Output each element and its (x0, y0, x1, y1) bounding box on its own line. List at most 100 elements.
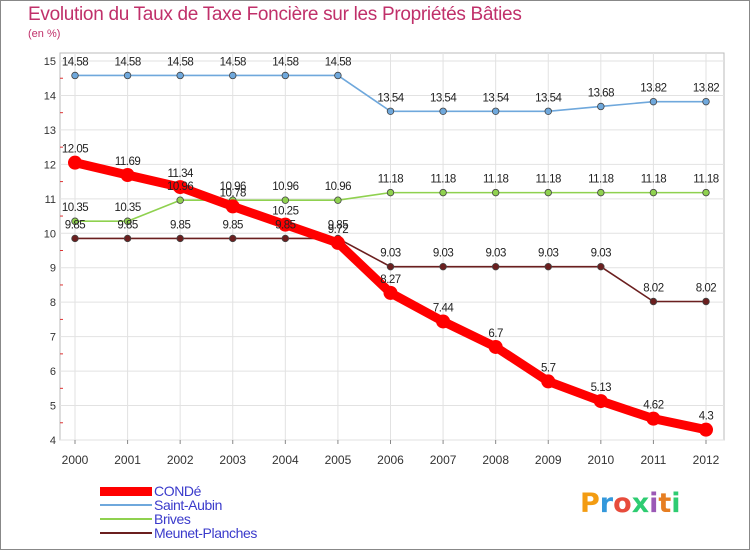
data-point (176, 234, 184, 243)
chart-title: Evolution du Taux de Taxe Foncière sur l… (28, 4, 522, 25)
data-label: 4.62 (643, 400, 663, 412)
logo-letter: r (599, 488, 614, 519)
data-label: 9.85 (65, 219, 85, 231)
legend-item: Brives (100, 511, 257, 527)
data-label: 11.18 (641, 174, 667, 186)
y-tick-label: 9 (50, 263, 56, 275)
data-label: 8.02 (696, 282, 716, 294)
data-label: 10.96 (167, 181, 193, 193)
data-point (386, 188, 395, 197)
data-label: 8.02 (643, 282, 663, 294)
data-label: 13.82 (693, 83, 719, 95)
data-label: 7.44 (433, 302, 454, 314)
data-label: 12.05 (62, 144, 88, 156)
data-point (649, 97, 658, 106)
data-point (544, 188, 552, 197)
x-tick-label: 2005 (325, 453, 352, 467)
data-point (439, 107, 447, 116)
y-tick-label: 14 (44, 90, 56, 102)
data-point (225, 199, 240, 214)
data-label: 11.69 (115, 156, 141, 168)
data-point (120, 168, 135, 183)
data-point (281, 234, 290, 243)
data-label: 8.27 (380, 274, 400, 286)
data-label: 11.18 (536, 174, 562, 186)
data-label: 13.54 (377, 92, 404, 104)
x-tick-label: 2009 (535, 453, 562, 467)
data-point (491, 107, 500, 116)
x-tick-label: 2002 (167, 453, 194, 467)
data-point (71, 71, 79, 80)
data-label: 14.58 (114, 56, 140, 68)
data-point (597, 262, 605, 271)
data-point (646, 411, 661, 426)
legend-label: Saint-Aubin (154, 497, 222, 513)
data-label: 9.03 (591, 248, 611, 260)
data-label: 14.58 (272, 56, 298, 68)
data-point (281, 196, 290, 204)
data-point (597, 188, 605, 197)
data-label: 10.96 (272, 181, 298, 193)
x-tick-label: 2006 (377, 453, 404, 467)
logo-letter: t (658, 488, 672, 519)
data-label: 9.03 (380, 248, 400, 260)
data-label: 11.18 (483, 174, 509, 186)
data-point (334, 196, 342, 204)
logo-letter: i (649, 488, 659, 519)
proxiti-logo: Proxiti (580, 488, 681, 519)
data-label: 14.58 (220, 56, 246, 68)
data-label: 14.58 (167, 56, 193, 68)
data-label: 10.35 (114, 202, 140, 214)
data-label: 5.7 (541, 362, 556, 374)
data-label: 10.25 (272, 206, 298, 218)
x-tick-label: 2001 (114, 453, 141, 467)
x-tick-label: 2000 (62, 453, 89, 467)
data-point (541, 374, 556, 389)
y-tick-label: 8 (50, 297, 56, 309)
legend-swatch (100, 518, 152, 520)
data-point (334, 71, 342, 80)
y-tick-label: 11 (45, 194, 56, 206)
data-label: 9.03 (485, 248, 505, 260)
data-point (436, 314, 451, 329)
y-tick-label: 4 (50, 435, 56, 447)
x-tick-label: 2004 (272, 453, 299, 467)
logo-letter: i (671, 488, 681, 519)
data-point (330, 235, 345, 250)
x-tick-label: 2007 (430, 453, 457, 467)
y-tick-label: 7 (50, 332, 56, 344)
data-point (544, 262, 552, 271)
data-label: 13.54 (430, 92, 457, 104)
data-point (491, 188, 500, 197)
data-label: 9.85 (117, 219, 137, 231)
data-point (123, 217, 132, 225)
data-point (68, 155, 82, 170)
data-label: 9.85 (328, 219, 348, 231)
logo-letter: P (580, 488, 600, 519)
x-tick-label: 2008 (482, 453, 509, 467)
data-point (386, 107, 395, 116)
y-tick-label: 13 (44, 125, 56, 137)
y-tick-label: 12 (44, 159, 56, 171)
data-point (229, 71, 237, 80)
y-tick-label: 6 (50, 366, 56, 378)
data-point (649, 188, 658, 197)
data-point (649, 297, 658, 306)
data-point (491, 262, 500, 271)
data-label: 9.85 (275, 219, 295, 231)
data-label: 11.18 (430, 174, 456, 186)
data-point (278, 217, 293, 232)
data-label: 4.3 (699, 411, 714, 423)
data-label: 10.35 (62, 202, 88, 214)
data-point (702, 188, 710, 197)
data-point (123, 234, 132, 243)
logo-letter: x (631, 488, 650, 519)
x-tick-label: 2010 (587, 453, 614, 467)
data-point (173, 180, 188, 195)
data-label: 9.72 (328, 224, 348, 236)
data-point (281, 71, 290, 80)
legend: CONDé Saint-Aubin Brives Meunet-Planches (100, 483, 257, 541)
y-tick-label: 15 (44, 56, 56, 68)
data-label: 9.03 (433, 248, 453, 260)
